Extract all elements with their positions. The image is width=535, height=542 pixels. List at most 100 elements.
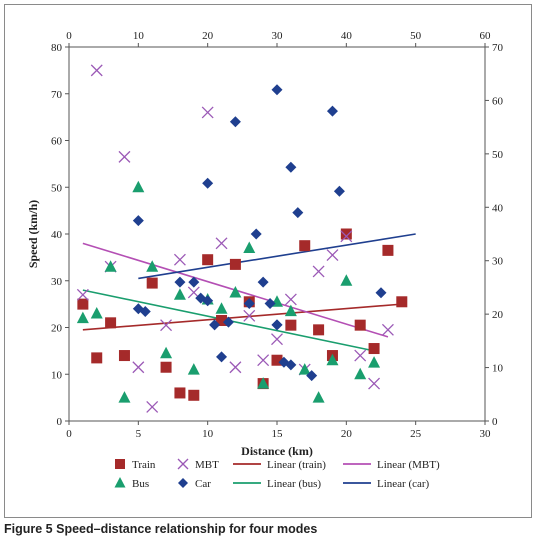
point-car: [243, 297, 255, 309]
point-mbt: [201, 106, 214, 119]
point-train: [216, 314, 228, 326]
point-car: [264, 297, 276, 309]
point-mbt: [215, 237, 228, 250]
point-bus: [173, 288, 186, 300]
point-bus: [284, 304, 297, 317]
right-y-tick-label: 30: [492, 256, 504, 268]
top-x-tick-label: 10: [133, 30, 145, 42]
legend-label-linear-train: Linear (train): [267, 459, 326, 471]
point-bus: [368, 356, 381, 368]
point-train: [91, 352, 103, 364]
point-bus: [229, 285, 242, 298]
point-car: [202, 295, 214, 307]
top-x-tick-label: 40: [341, 30, 353, 42]
point-train: [160, 361, 172, 373]
point-train: [368, 343, 380, 355]
point-car: [257, 276, 269, 288]
point-train: [174, 387, 186, 399]
caption-text: Speed–distance relationship for four mod…: [56, 522, 318, 536]
point-bus: [326, 353, 339, 366]
y-tick-label: 50: [51, 182, 63, 194]
point-train: [299, 240, 311, 252]
point-train: [118, 350, 130, 362]
legend-label-mbt: MBT: [195, 459, 219, 471]
caption-label: Figure 5: [4, 522, 53, 536]
point-mbt: [381, 323, 394, 336]
point-mbt: [340, 230, 353, 243]
point-mbt: [354, 349, 367, 362]
legend-label-linear-mbt: Linear (MBT): [377, 459, 440, 471]
legend-label-train: Train: [132, 459, 156, 471]
point-car: [306, 370, 318, 382]
point-car: [188, 276, 200, 288]
point-train: [396, 296, 408, 308]
point-car: [285, 359, 297, 371]
y-tick-label: 80: [51, 42, 63, 54]
point-car: [375, 287, 387, 299]
legend-label-car: Car: [195, 478, 211, 490]
x-tick-label: 0: [66, 428, 72, 440]
right-y-tick-label: 70: [492, 42, 504, 54]
point-car: [333, 185, 345, 197]
legend-marker-car: [178, 478, 188, 488]
top-x-tick-label: 50: [410, 30, 422, 42]
point-mbt: [326, 249, 339, 261]
y-tick-label: 10: [51, 369, 63, 381]
right-y-tick-label: 0: [492, 416, 498, 428]
point-car: [292, 207, 304, 219]
point-train: [188, 389, 200, 401]
point-bus: [76, 311, 89, 324]
top-x-tick-label: 60: [480, 30, 492, 42]
point-mbt: [271, 333, 283, 346]
x-tick-label: 20: [341, 428, 353, 440]
chart-frame: 0 5 10 15 20 25 30 0 10 20 30 40 50 60 70 80 0 10 20 30 40 50…: [4, 4, 532, 518]
x-tick-label: 30: [480, 428, 492, 440]
point-car: [271, 84, 283, 96]
point-car: [139, 305, 151, 317]
point-car: [132, 215, 144, 227]
legend-marker-bus: [114, 477, 126, 488]
point-bus: [257, 377, 270, 389]
legend-label-bus: Bus: [132, 478, 149, 490]
trendline-linear-car: [138, 233, 416, 280]
point-car: [271, 319, 283, 331]
point-mbt: [368, 377, 381, 390]
point-mbt: [118, 150, 131, 163]
right-y-tick-label: 20: [492, 309, 504, 321]
point-bus: [354, 367, 367, 380]
point-bus: [104, 260, 117, 272]
x-tick-label: 5: [136, 428, 142, 440]
top-x-tick-label: 0: [66, 30, 72, 42]
right-y-tick-label: 40: [492, 202, 504, 214]
point-bus: [132, 180, 145, 193]
point-car: [222, 316, 234, 328]
point-train: [382, 244, 394, 256]
point-bus: [298, 363, 311, 375]
figure-caption: Figure 5 Speed–distance relationship for…: [4, 522, 317, 536]
trendline-linear-train: [82, 303, 402, 331]
point-train: [202, 254, 214, 266]
y-tick-label: 30: [51, 276, 63, 288]
y-tick-label: 20: [51, 323, 63, 335]
point-bus: [118, 391, 131, 403]
point-train: [354, 319, 366, 331]
point-train: [285, 319, 297, 331]
point-train: [105, 317, 117, 329]
point-train: [271, 354, 283, 366]
point-car: [326, 105, 338, 117]
point-car: [285, 161, 297, 173]
x-tick-label: 10: [202, 428, 214, 440]
point-mbt: [173, 253, 186, 266]
point-car: [174, 276, 186, 288]
y-tick-label: 40: [51, 229, 63, 241]
y-tick-label: 60: [51, 136, 63, 148]
point-mbt: [76, 288, 89, 301]
y-tick-label: 70: [51, 89, 63, 101]
point-bus: [160, 346, 173, 359]
point-mbt: [312, 265, 325, 278]
legend-label-linear-bus: Linear (bus): [267, 478, 321, 490]
point-car: [202, 177, 214, 189]
point-bus: [187, 363, 200, 375]
top-x-tick-label: 30: [272, 30, 284, 42]
